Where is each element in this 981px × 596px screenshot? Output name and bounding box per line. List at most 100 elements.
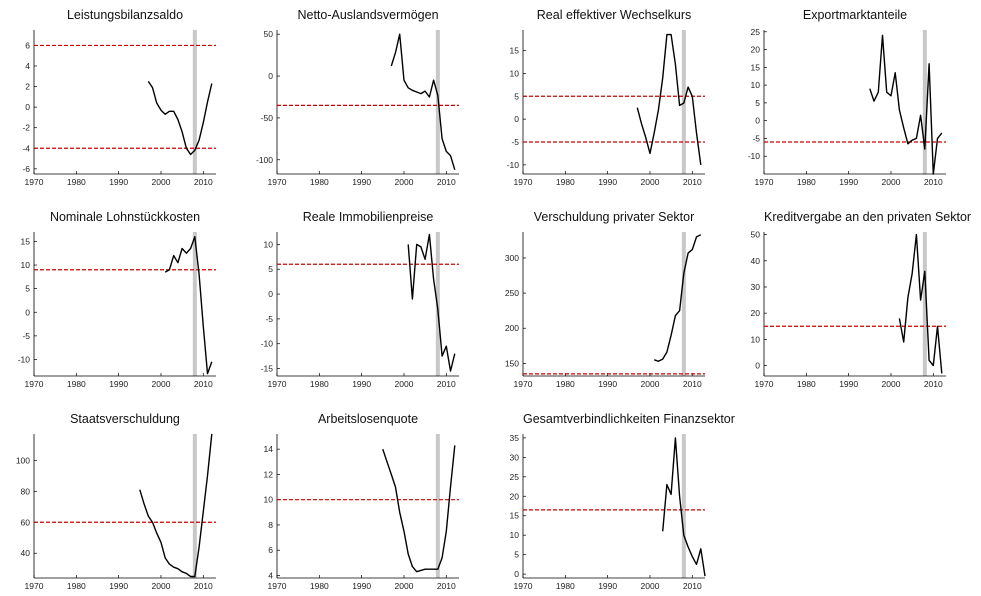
- y-tick-label: 15: [510, 46, 520, 56]
- y-tick-label: -2: [22, 123, 30, 133]
- y-tick-label: 0: [25, 307, 30, 317]
- marker-band: [192, 434, 197, 578]
- y-tick-label: 2: [25, 82, 30, 92]
- x-tick-label: 2010: [683, 581, 702, 591]
- chart-panel: Netto-Auslandsvermögen -100 -50 0 50 1970 1980…: [256, 8, 459, 188]
- x-tick-label: 2010: [924, 379, 943, 389]
- chart-plot-area: 0 5 10 15 20 25 30 35 1970 1980 1990 2000 2010: [510, 433, 706, 591]
- y-tick-label: 50: [751, 230, 761, 240]
- x-tick-label: 1970: [755, 379, 774, 389]
- x-tick-label: 2000: [395, 177, 414, 187]
- y-tick-label: 25: [510, 472, 520, 482]
- chart-plot-area: -6 -4 -2 0 2 4 6 1970 1980 1990 2000 2010: [22, 30, 216, 187]
- x-tick-label: 1980: [556, 379, 575, 389]
- chart-plot-area: -100 -50 0 50 1970 1980 1990 2000 2010: [256, 29, 459, 187]
- chart-title: Exportmarktanteile: [802, 8, 908, 22]
- x-tick-label: 1990: [598, 379, 617, 389]
- x-tick-label: 2000: [395, 581, 414, 591]
- chart-title: Staatsverschuldung: [70, 412, 180, 426]
- y-tick-label: 10: [751, 334, 761, 344]
- x-tick-label: 1980: [556, 581, 575, 591]
- y-tick-label: 25: [751, 27, 761, 37]
- x-tick-label: 1990: [598, 177, 617, 187]
- chart-plot-area: -10 -5 0 5 10 15 20 25 1970 1980 1990 2000 2010: [748, 27, 946, 187]
- chart-panel: Leistungsbilanzsaldo -6 -4 -2 0 2 4 6 1970 1980 19…: [22, 8, 216, 188]
- x-tick-label: 1980: [797, 177, 816, 187]
- x-tick-label: 1990: [352, 379, 371, 389]
- series-line: [390, 33, 456, 171]
- chart-panel: Reale Immobilienpreise -15 -10 -5 0 5 10 1970 19…: [261, 210, 459, 390]
- y-tick-label: 0: [514, 114, 519, 124]
- y-tick-label: 20: [751, 45, 761, 55]
- y-tick-label: -50: [261, 113, 274, 123]
- chart-panel: Gesamtverbindlichkeiten Finanzsektor 0 5 10…: [510, 412, 735, 592]
- x-tick-label: 1970: [514, 581, 533, 591]
- series-line: [164, 235, 213, 375]
- y-tick-label: 80: [21, 486, 31, 496]
- y-tick-label: 5: [25, 284, 30, 294]
- y-tick-label: 8: [268, 520, 273, 530]
- marker-band: [435, 434, 440, 578]
- x-tick-label: 2010: [924, 177, 943, 187]
- series-line: [869, 34, 943, 175]
- y-tick-label: 0: [514, 569, 519, 579]
- y-tick-label: 30: [510, 452, 520, 462]
- y-tick-label: 10: [21, 260, 31, 270]
- x-tick-label: 1980: [310, 177, 329, 187]
- x-tick-label: 1970: [25, 379, 44, 389]
- y-tick-label: 5: [755, 98, 760, 108]
- y-tick-label: 14: [264, 444, 274, 454]
- x-tick-label: 1980: [67, 177, 86, 187]
- y-tick-label: 0: [25, 102, 30, 112]
- y-tick-label: 4: [268, 570, 273, 580]
- x-tick-label: 1990: [839, 379, 858, 389]
- y-tick-label: -4: [22, 143, 30, 153]
- chart-panel: Nominale Lohnstückkosten -10 -5 0 5 10 15 1970 1…: [18, 210, 216, 390]
- chart-panel: Verschuldung privater Sektor 150 200 250 300…: [505, 210, 705, 390]
- chart-title: Nominale Lohnstückkosten: [49, 210, 201, 224]
- y-tick-label: 35: [510, 433, 520, 443]
- x-tick-label: 1970: [268, 581, 287, 591]
- x-tick-label: 2010: [437, 379, 456, 389]
- y-tick-label: -5: [511, 137, 519, 147]
- chart-panel: Exportmarktanteile -10 -5 0 5 10 15 20 25 1970 198…: [748, 8, 946, 188]
- x-tick-label: 2000: [882, 379, 901, 389]
- y-tick-label: 50: [264, 29, 274, 39]
- x-tick-label: 1970: [25, 177, 44, 187]
- y-tick-label: 6: [25, 40, 30, 50]
- y-tick-label: 15: [510, 511, 520, 521]
- x-tick-label: 1970: [755, 177, 774, 187]
- y-tick-label: 60: [21, 517, 31, 527]
- chart-plot-area: 40 60 80 100 1970 1980 1990 2000 2010: [16, 433, 216, 591]
- series-line: [407, 233, 456, 372]
- series-line: [662, 437, 706, 577]
- y-tick-label: 10: [264, 495, 274, 505]
- chart-plot-area: 4 6 8 10 12 14 1970 1980 1990 2000 2010: [264, 434, 459, 591]
- x-tick-label: 2010: [683, 177, 702, 187]
- marker-band: [681, 434, 686, 578]
- chart-title: Gesamtverbindlichkeiten Finanzsektor: [523, 412, 735, 426]
- y-tick-label: 5: [514, 91, 519, 101]
- x-tick-label: 1990: [109, 379, 128, 389]
- chart-title: Arbeitslosenquote: [317, 412, 419, 426]
- y-tick-label: 0: [755, 116, 760, 126]
- x-tick-label: 2010: [194, 177, 213, 187]
- y-tick-label: -100: [256, 155, 273, 165]
- y-tick-label: 40: [751, 256, 761, 266]
- y-tick-label: 0: [268, 289, 273, 299]
- chart-title: Leistungsbilanzsaldo: [66, 8, 184, 22]
- chart-panel: Staatsverschuldung 40 60 80 100 1970 1980 1990 2…: [16, 412, 216, 592]
- x-tick-label: 1990: [598, 581, 617, 591]
- y-tick-label: -6: [22, 164, 30, 174]
- chart-title: Real effektiver Wechselkurs: [536, 8, 692, 22]
- y-tick-label: -5: [22, 331, 30, 341]
- x-tick-label: 1970: [25, 581, 44, 591]
- y-tick-label: 30: [751, 282, 761, 292]
- chart-title: Netto-Auslandsvermögen: [297, 8, 439, 22]
- y-tick-label: 10: [751, 80, 761, 90]
- y-tick-label: 0: [268, 71, 273, 81]
- x-tick-label: 1980: [67, 379, 86, 389]
- chart-panel: Kreditvergabe an den privaten Sektor 0 10 2…: [751, 210, 972, 390]
- x-tick-label: 2010: [194, 379, 213, 389]
